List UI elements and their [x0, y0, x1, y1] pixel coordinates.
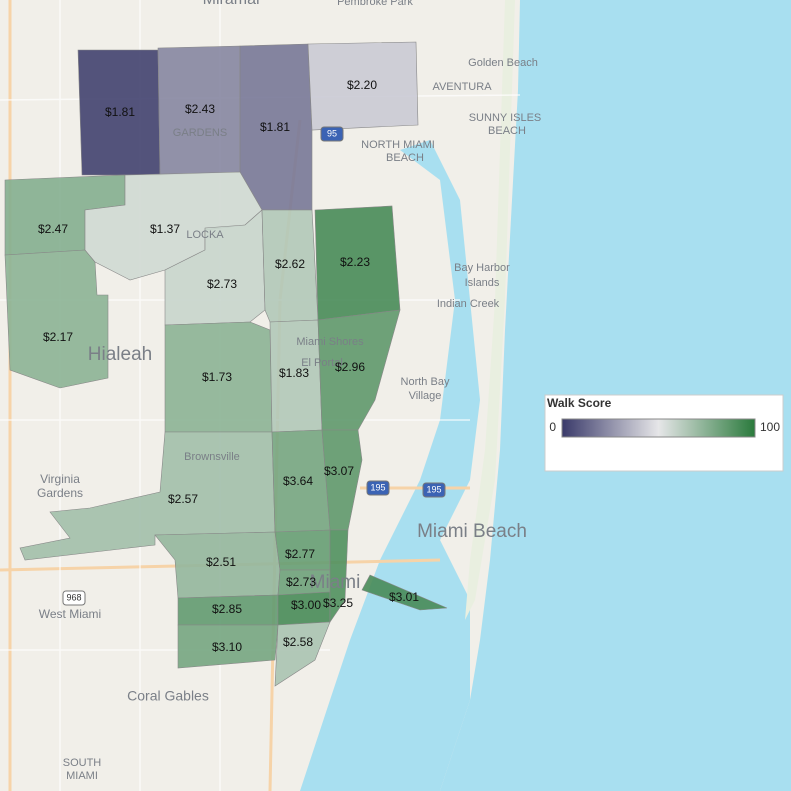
place-label: North Bay — [401, 376, 450, 388]
highway-shield — [62, 590, 86, 606]
place-label: MIAMI — [66, 770, 98, 782]
place-label: Gardens — [37, 486, 83, 500]
place-label: Miami Beach — [417, 521, 527, 542]
legend-title: Walk Score — [547, 396, 612, 410]
place-label: El Portal — [301, 357, 343, 369]
place-label: Hialeah — [88, 344, 152, 365]
region-label: $3.64 — [283, 474, 313, 488]
legend: Walk Score 0 100 — [544, 394, 784, 472]
region-label: $2.73 — [286, 575, 316, 589]
region — [177, 624, 279, 669]
place-label: Pembroke Park — [337, 0, 413, 8]
region-label: $2.23 — [340, 255, 370, 269]
legend-max: 100 — [760, 420, 780, 434]
highway-number: 968 — [66, 592, 81, 602]
region-label: $2.85 — [212, 602, 242, 616]
region-label: $1.81 — [260, 120, 290, 134]
place-label: West Miami — [39, 607, 101, 621]
region-label: $2.96 — [335, 360, 365, 374]
region-label: $2.47 — [38, 222, 68, 236]
region-label: $1.37 — [150, 222, 180, 236]
place-label: Brownsville — [184, 451, 240, 463]
highway-shield — [320, 126, 344, 142]
place-label: Virginia — [40, 472, 80, 486]
place-label: SOUTH — [63, 757, 102, 769]
region-label: $2.62 — [275, 257, 305, 271]
highway-number: 195 — [370, 482, 385, 492]
place-label: BEACH — [488, 125, 526, 137]
place-label: Golden Beach — [468, 57, 538, 69]
place-label: Miami Shores — [296, 336, 364, 348]
highway-shield — [366, 480, 390, 496]
region-label: $2.17 — [43, 330, 73, 344]
legend-gradient — [561, 418, 756, 438]
region — [317, 309, 401, 431]
region-label: $2.43 — [185, 102, 215, 116]
place-label: NORTH MIAMI — [361, 139, 435, 151]
region — [307, 41, 419, 131]
region — [4, 249, 109, 389]
region-label: $1.73 — [202, 370, 232, 384]
legend-min: 0 — [549, 420, 556, 434]
region — [361, 574, 448, 611]
region-label: $3.25 — [323, 596, 353, 610]
region-label: $3.07 — [324, 464, 354, 478]
region-label: $1.81 — [105, 105, 135, 119]
highway-number: 195 — [426, 484, 441, 494]
region-label: $3.00 — [291, 598, 321, 612]
bay — [300, 140, 480, 791]
place-label: Miami — [310, 572, 361, 593]
region — [329, 529, 349, 623]
place-label: Bay Harbor — [454, 262, 510, 274]
place-label: Village — [409, 390, 442, 402]
place-label: Coral Gables — [127, 688, 209, 704]
region — [274, 621, 331, 687]
place-label: Indian Creek — [437, 298, 500, 310]
region-label: $2.20 — [347, 78, 377, 92]
place-label: SUNNY ISLES — [469, 112, 542, 124]
region-label: $2.58 — [283, 635, 313, 649]
place-label: BEACH — [386, 152, 424, 164]
place-label: AVENTURA — [432, 81, 492, 93]
labels: Miramar Pembroke Park Golden Beach AVENTURA… — [37, 0, 541, 782]
region-label: $2.57 — [168, 492, 198, 506]
place-label: Miramar — [203, 0, 262, 8]
highway-shield — [422, 482, 446, 498]
region-label: $3.01 — [389, 590, 419, 604]
region-label: $3.10 — [212, 640, 242, 654]
place-label: GARDENS — [173, 127, 227, 139]
region-label: $2.73 — [207, 277, 237, 291]
place-label: Islands — [465, 277, 500, 289]
place-label: LOCKA — [186, 229, 224, 241]
region — [321, 429, 363, 531]
highway-number: 95 — [327, 128, 337, 138]
regions — [4, 41, 448, 687]
barrier-island — [465, 0, 515, 620]
region-label: $1.83 — [279, 366, 309, 380]
region-label: $2.51 — [206, 555, 236, 569]
region-label: $2.77 — [285, 547, 315, 561]
